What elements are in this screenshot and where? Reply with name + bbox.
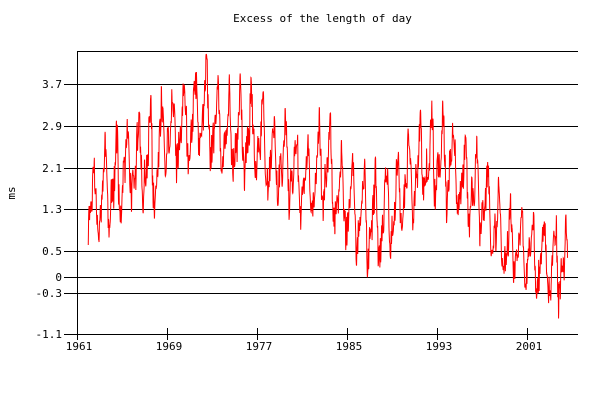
chart-title: Excess of the length of day <box>233 12 412 25</box>
y-axis-label: ms <box>5 186 18 200</box>
x-tick-label: 2001 <box>516 340 543 353</box>
y-tick-label: -0.3 <box>36 287 63 300</box>
y-tick-label: 0 <box>55 271 62 284</box>
x-tick-label: 1985 <box>336 340 363 353</box>
y-tick-label: 3.7 <box>42 78 62 91</box>
x-tick-label: 1977 <box>246 340 273 353</box>
x-tick-label: 1993 <box>426 340 453 353</box>
y-tick-label: 0.5 <box>42 245 62 258</box>
x-tick-label: 1969 <box>156 340 183 353</box>
x-tick-label: 1961 <box>66 340 93 353</box>
y-tick-label: 2.1 <box>42 162 62 175</box>
y-tick-label: 1.3 <box>42 203 62 216</box>
y-tick-label: 2.9 <box>42 120 62 133</box>
data-series-line <box>87 53 568 319</box>
y-tick-label: -1.1 <box>36 328 63 341</box>
